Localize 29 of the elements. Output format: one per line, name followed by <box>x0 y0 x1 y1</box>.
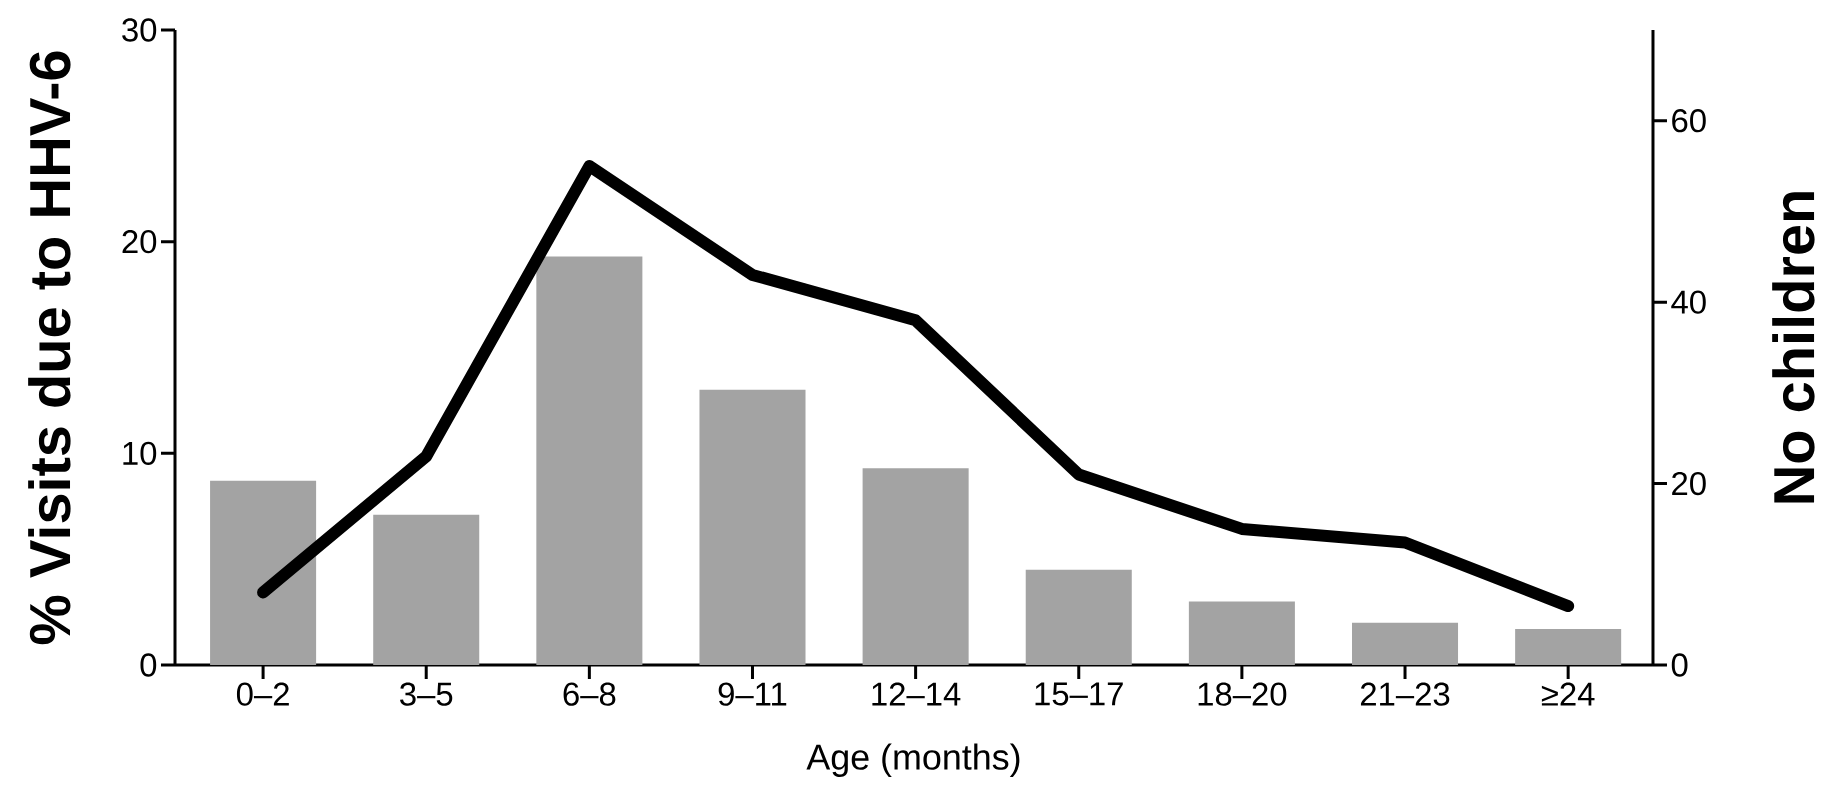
bar <box>1188 601 1295 665</box>
y2-axis-title: No children <box>1772 192 1815 503</box>
x-tick-label: 0–2 <box>236 682 289 706</box>
y-tick-label: 20 <box>122 230 157 254</box>
y2-tick-label: 0 <box>1671 653 1688 677</box>
bar <box>862 468 969 665</box>
x-tick-label: 18–20 <box>1198 682 1287 706</box>
y-tick-label: 0 <box>140 653 157 677</box>
bar <box>210 480 317 665</box>
x-tick-label: 12–14 <box>872 682 961 706</box>
y2-tick-label: 40 <box>1671 290 1706 314</box>
bar <box>1025 569 1132 665</box>
bar <box>373 514 480 665</box>
x-tick-label: 15–17 <box>1035 682 1123 706</box>
x-tick-label: 3–5 <box>400 682 453 706</box>
bar <box>699 389 806 665</box>
x-axis-title: Age (months) <box>806 743 1020 777</box>
x-tick-label: 21–23 <box>1360 682 1450 706</box>
bar <box>1515 629 1622 665</box>
y-tick-label: 30 <box>122 18 157 42</box>
y-axis-title: % Visits due to HHV-6 <box>28 51 71 645</box>
bar <box>1352 622 1459 665</box>
y2-tick-label: 20 <box>1672 471 1706 496</box>
x-tick-label: 9–11 <box>718 682 787 706</box>
x-tick-label: 6–8 <box>563 682 616 706</box>
y-tick-label: 10 <box>123 441 157 465</box>
x-tick-label: ≥24 <box>1541 682 1595 706</box>
y2-tick-label: 60 <box>1672 109 1706 133</box>
bar <box>536 256 643 665</box>
